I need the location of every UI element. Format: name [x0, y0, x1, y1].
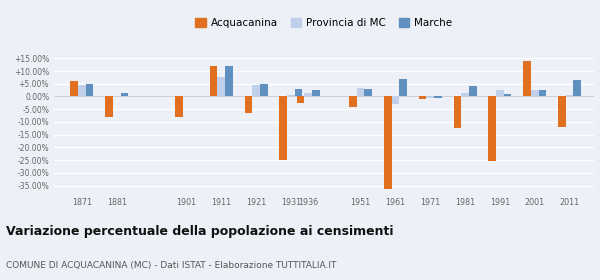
Bar	[210, 66, 217, 97]
Text: Variazione percentuale della popolazione ai censimenti: Variazione percentuale della popolazione…	[6, 225, 394, 238]
Bar	[86, 84, 94, 97]
Bar	[434, 97, 442, 98]
Text: COMUNE DI ACQUACANINA (MC) - Dati ISTAT - Elaborazione TUTTITALIA.IT: COMUNE DI ACQUACANINA (MC) - Dati ISTAT …	[6, 261, 337, 270]
Bar	[392, 97, 399, 104]
Bar	[523, 61, 531, 97]
Bar	[566, 95, 574, 97]
Bar	[245, 97, 252, 113]
Bar	[105, 97, 113, 117]
Bar	[225, 66, 233, 97]
Bar	[427, 97, 434, 98]
Bar	[70, 81, 78, 97]
Bar	[175, 97, 182, 117]
Bar	[488, 97, 496, 161]
Bar	[297, 97, 304, 103]
Bar	[419, 97, 427, 99]
Bar	[399, 79, 407, 97]
Bar	[384, 97, 392, 189]
Bar	[496, 90, 504, 97]
Bar	[454, 97, 461, 128]
Bar	[357, 88, 364, 97]
Bar	[312, 90, 320, 97]
Bar	[469, 86, 476, 97]
Bar	[531, 90, 539, 97]
Bar	[260, 84, 268, 97]
Bar	[364, 89, 372, 97]
Bar	[304, 93, 312, 97]
Legend: Acquacanina, Provincia di MC, Marche: Acquacanina, Provincia di MC, Marche	[191, 14, 457, 32]
Bar	[121, 93, 128, 97]
Bar	[461, 93, 469, 97]
Bar	[295, 89, 302, 97]
Bar	[539, 90, 546, 97]
Bar	[558, 97, 566, 127]
Bar	[280, 97, 287, 160]
Bar	[504, 94, 511, 97]
Bar	[217, 77, 225, 97]
Bar	[78, 85, 86, 97]
Bar	[349, 97, 357, 107]
Bar	[574, 80, 581, 97]
Bar	[252, 85, 260, 97]
Bar	[287, 95, 295, 97]
